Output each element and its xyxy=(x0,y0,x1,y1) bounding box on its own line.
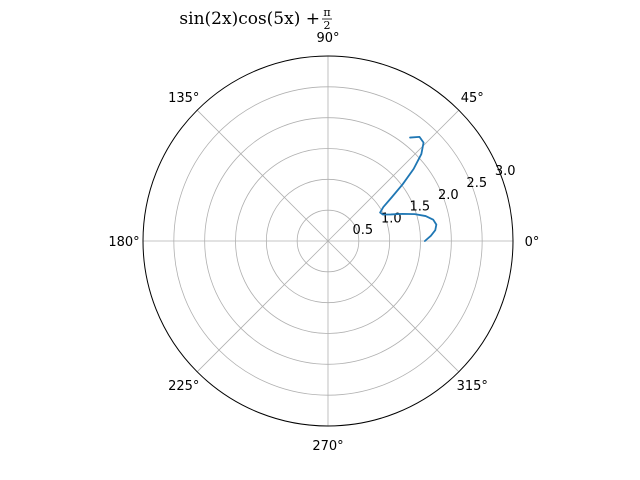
polar-frame xyxy=(142,55,514,427)
chart-title-fraction-denominator: 2 xyxy=(324,19,331,32)
angular-tick-label-1: 45° xyxy=(461,91,484,106)
radial-tick-label-2: 1.5 xyxy=(409,200,430,215)
radial-tick-labels: 0.51.01.52.02.53.0 xyxy=(352,164,515,238)
chart-title-fraction-numerator: π xyxy=(323,6,330,19)
angular-tick-label-0: 0° xyxy=(525,235,540,250)
angular-tick-label-3: 135° xyxy=(168,91,199,106)
angular-tick-label-4: 180° xyxy=(108,235,139,250)
angular-tick-label-2: 90° xyxy=(316,31,339,46)
angular-tick-label-7: 315° xyxy=(457,379,488,394)
radial-tick-label-3: 2.0 xyxy=(438,188,459,203)
radial-tick-label-4: 2.5 xyxy=(466,176,487,191)
angular-tick-label-5: 225° xyxy=(168,379,199,394)
radial-tick-label-5: 3.0 xyxy=(495,164,516,179)
angular-gridline-5 xyxy=(196,240,329,373)
angular-tick-labels: 0° 45° 90° 135° 180° 225° 270° 315° xyxy=(108,31,539,454)
angular-tick-label-6: 270° xyxy=(312,439,343,454)
radial-tick-label-0: 0.5 xyxy=(352,223,373,238)
series-line-0 xyxy=(379,135,438,242)
angular-gridlines xyxy=(143,56,513,426)
series-layer xyxy=(379,135,438,242)
chart-title-expression: sin(2x)cos(5x) + xyxy=(179,9,320,29)
angular-gridline-3 xyxy=(196,109,329,242)
angular-gridline-7 xyxy=(327,240,460,373)
angular-gridline-1 xyxy=(327,109,460,242)
chart-title: sin(2x)cos(5x) + π 2 xyxy=(179,6,332,32)
